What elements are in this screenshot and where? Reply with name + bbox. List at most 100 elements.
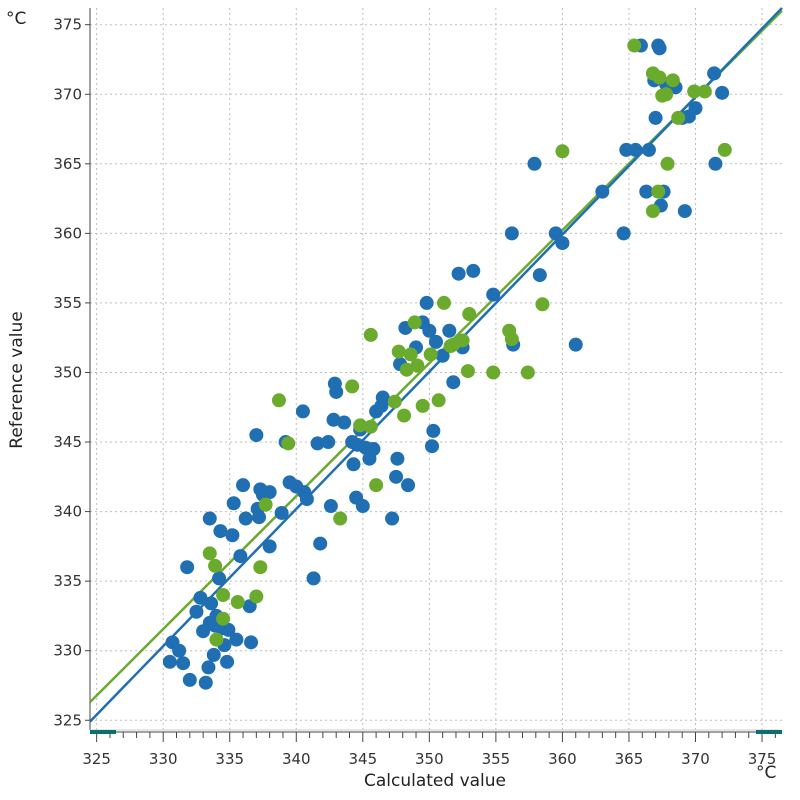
green-data-point	[555, 144, 570, 159]
green-data-point	[399, 362, 414, 377]
green-data-point	[486, 365, 501, 380]
green-data-point	[645, 204, 660, 219]
x-tick-label: 360	[548, 750, 577, 768]
x-scroll-start-handle[interactable]	[90, 730, 116, 734]
green-data-point	[253, 560, 268, 575]
blue-data-point	[213, 524, 228, 539]
blue-data-point	[323, 499, 338, 514]
blue-data-point	[233, 549, 248, 564]
green-data-point	[671, 110, 686, 125]
green-data-point	[209, 632, 224, 647]
blue-data-point	[366, 441, 381, 456]
green-data-point	[281, 436, 296, 451]
data-points	[162, 38, 732, 690]
blue-data-point	[532, 268, 547, 283]
green-data-point	[258, 497, 273, 512]
y-tick-label: 345	[53, 433, 82, 451]
blue-data-point	[639, 184, 654, 199]
green-data-point	[363, 327, 378, 342]
blue-data-point	[321, 435, 336, 450]
blue-data-point	[252, 510, 267, 525]
blue-data-point	[182, 672, 197, 687]
green-data-point	[387, 394, 402, 409]
green-data-point	[363, 419, 378, 434]
x-unit-label: °C	[756, 763, 776, 783]
green-data-point	[202, 546, 217, 561]
blue-data-point	[595, 184, 610, 199]
green-data-point	[520, 365, 535, 380]
blue-data-point	[355, 499, 370, 514]
blue-data-point	[238, 511, 253, 526]
x-tick-label: 350	[415, 750, 444, 768]
blue-data-point	[425, 439, 440, 454]
blue-data-point	[422, 323, 437, 338]
green-data-point	[652, 70, 667, 85]
blue-data-point	[616, 226, 631, 241]
blue-data-point	[229, 632, 244, 647]
blue-data-point	[176, 656, 191, 671]
y-unit-label: °C	[6, 9, 26, 29]
green-data-point	[660, 156, 675, 171]
green-data-point	[717, 142, 732, 157]
blue-data-point	[628, 142, 643, 157]
blue-data-point	[385, 511, 400, 526]
x-tick-label: 335	[215, 750, 244, 768]
blue-data-point	[274, 505, 289, 520]
blue-data-point	[310, 436, 325, 451]
blue-data-point	[193, 590, 208, 605]
green-data-point	[216, 611, 231, 626]
tick-labels: 325 330 335 340 345 350 355 360 365 370 375 325 330 3…	[53, 16, 776, 768]
y-tick-label: 355	[53, 294, 82, 312]
green-data-point	[687, 84, 702, 99]
x-tick-label: 325	[82, 750, 111, 768]
green-data-point	[407, 315, 422, 330]
blue-data-point	[180, 560, 195, 575]
green-data-point	[391, 344, 406, 359]
y-tick-label: 330	[53, 642, 82, 660]
green-data-point	[369, 478, 384, 493]
blue-data-point	[244, 635, 259, 650]
blue-data-point	[389, 469, 404, 484]
green-data-point	[208, 558, 223, 573]
blue-data-point	[442, 323, 457, 338]
blue-data-point	[555, 236, 570, 251]
green-data-point	[535, 297, 550, 312]
blue-data-point	[299, 492, 314, 507]
axis-scrollbars[interactable]	[90, 730, 782, 734]
blue-data-point	[225, 528, 240, 543]
axes	[85, 8, 782, 742]
green-data-point	[249, 589, 264, 604]
green-data-point	[216, 588, 231, 603]
blue-data-point	[346, 457, 361, 472]
blue-data-point	[435, 348, 450, 363]
green-data-point	[410, 358, 425, 373]
y-tick-label: 370	[53, 85, 82, 103]
blue-data-point	[527, 156, 542, 171]
blue-data-point	[426, 423, 441, 438]
blue-data-point	[446, 375, 461, 390]
green-data-point	[436, 295, 451, 310]
blue-data-point	[262, 485, 277, 500]
blue-data-point	[202, 511, 217, 526]
green-data-point	[230, 595, 245, 610]
blue-data-point	[295, 404, 310, 419]
x-tick-label: 365	[615, 750, 644, 768]
green-data-point	[659, 87, 674, 102]
blue-data-point	[568, 337, 583, 352]
y-tick-label: 365	[53, 155, 82, 173]
blue-data-point	[401, 478, 416, 493]
blue-data-point	[641, 142, 656, 157]
x-axis-title: Calculated value	[364, 771, 506, 791]
green-data-point	[697, 84, 712, 99]
blue-data-point	[337, 415, 352, 430]
blue-data-point	[390, 451, 405, 466]
green-data-point	[423, 347, 438, 362]
green-data-point	[462, 307, 477, 322]
x-scroll-end-handle[interactable]	[756, 730, 782, 734]
blue-data-point	[715, 85, 730, 100]
blue-data-point	[419, 295, 434, 310]
blue-data-point	[249, 428, 264, 443]
blue-data-point	[707, 66, 722, 81]
green-data-point	[651, 184, 666, 199]
